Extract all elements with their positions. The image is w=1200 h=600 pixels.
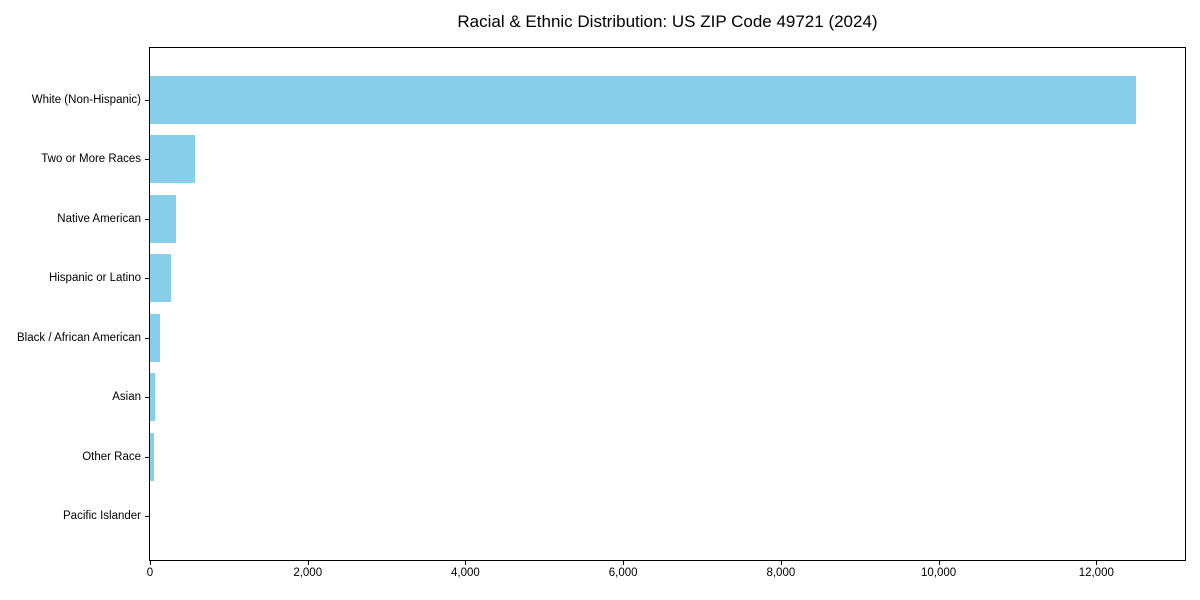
y-tick [145,457,149,458]
x-tick-label: 2,000 [293,567,323,579]
x-axis-ticks [149,560,1186,565]
chart-title: Racial & Ethnic Distribution: US ZIP Cod… [457,12,878,31]
y-tick-label: White (Non-Hispanic) [31,93,141,106]
y-tick-label: Pacific Islander [63,510,141,523]
y-tick [145,338,149,339]
y-tick [145,159,149,160]
y-tick-label: Other Race [82,450,141,463]
y-tick-label: Hispanic or Latino [48,272,141,285]
x-tick [150,561,151,565]
bar-two-or-more-races [150,135,195,184]
y-tick [145,516,149,517]
bar-black-african-american [150,313,160,362]
bar-asian [150,373,155,422]
y-axis-ticks [145,47,149,561]
y-tick [145,219,149,220]
y-tick [145,100,149,101]
x-tick [781,561,782,565]
bar-hispanic-or-latino [150,254,171,303]
x-tick [465,561,466,565]
x-axis-tick-labels: 0 2,000 4,000 6,000 8,000 10,000 12,000 [146,567,1186,583]
x-tick-label: 4,000 [451,567,480,579]
bar-other-race [150,432,154,481]
bar-native-american [150,194,176,243]
y-tick-label: Asian [112,391,141,404]
y-tick-label: Black / African American [17,331,141,344]
y-axis-labels: White (Non-Hispanic) Two or More Races Nat… [0,47,141,561]
x-tick-label: 8,000 [766,567,796,579]
y-tick-label: Native American [57,212,141,225]
x-tick [939,561,940,565]
bar-white-non-hispanic [150,75,1136,124]
y-tick [145,278,149,279]
y-tick-label: Two or More Races [41,153,141,166]
x-tick [308,561,309,565]
plot-area [149,47,1186,561]
x-tick-label: 12,000 [1078,567,1114,579]
x-tick-label: 6,000 [608,567,638,579]
x-tick [1096,561,1097,565]
y-tick [145,397,149,398]
x-tick-label: 0 [146,567,154,579]
x-tick [623,561,624,565]
x-tick-label: 10,000 [920,567,957,579]
